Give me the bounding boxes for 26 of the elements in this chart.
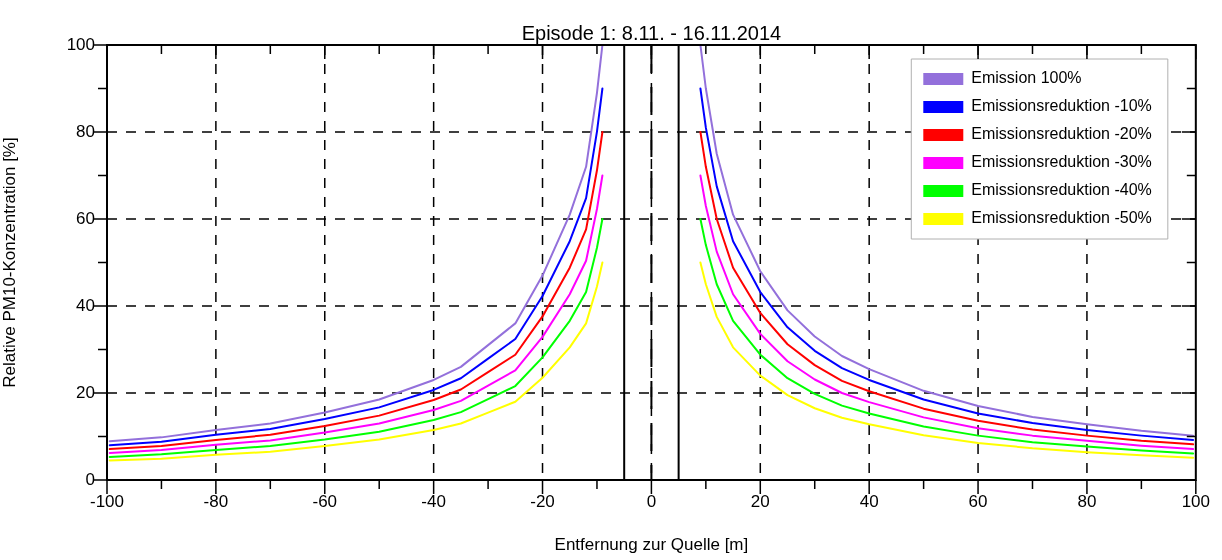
y-tick-label: 20 <box>76 382 95 402</box>
y-axis-title: Relative PM10-Konzentration [%] <box>0 137 19 388</box>
y-tick-label: 100 <box>66 34 95 54</box>
x-axis-title: Entfernung zur Quelle [m] <box>554 535 749 555</box>
x-tick-label: -60 <box>312 491 338 511</box>
x-tick-label: -100 <box>89 491 125 511</box>
legend-label: Emissionsreduktion -20% <box>971 125 1152 143</box>
legend-label: Emissionsreduktion -10% <box>971 97 1152 115</box>
x-tick-label: 0 <box>646 491 657 511</box>
x-tick-label: 100 <box>1181 491 1211 511</box>
x-tick-label: 80 <box>1077 491 1097 511</box>
legend-label: Emissionsreduktion -30% <box>971 153 1152 171</box>
legend-label: Emissionsreduktion -40% <box>971 181 1152 199</box>
x-tick-label: 60 <box>968 491 988 511</box>
x-tick-label: -40 <box>421 491 446 511</box>
x-tick-label: 20 <box>750 491 770 511</box>
chart-title: Episode 1: 8.11. - 16.11.2014 <box>521 21 782 44</box>
y-tick-label: 60 <box>76 208 95 228</box>
legend-label: Emission 100% <box>971 69 1082 87</box>
y-tick-label: 40 <box>76 295 95 315</box>
x-tick-label: -20 <box>530 491 555 511</box>
y-tick-label: 0 <box>85 469 95 489</box>
legend-label: Emissionsreduktion -50% <box>971 209 1152 227</box>
y-tick-label: 80 <box>76 121 95 141</box>
x-tick-label: 40 <box>859 491 879 511</box>
x-tick-label: -80 <box>203 491 229 511</box>
